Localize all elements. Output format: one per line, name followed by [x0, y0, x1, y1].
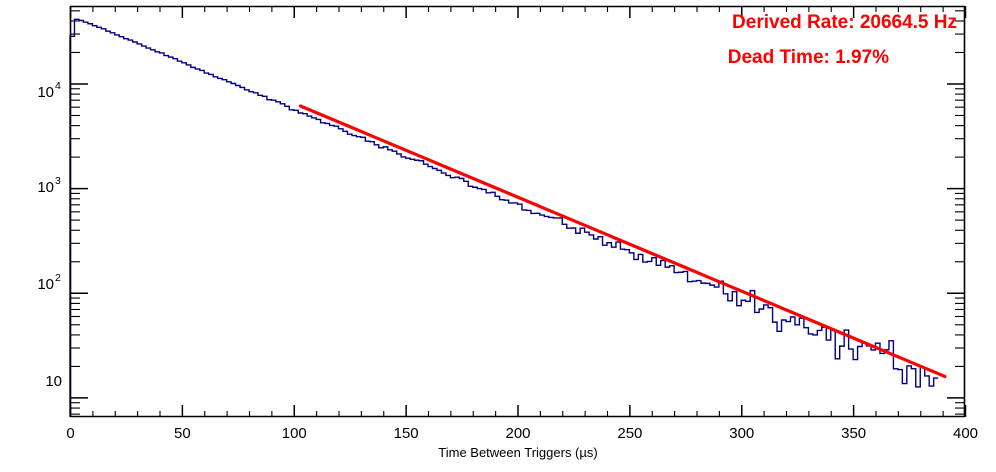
x-tick-label-300: 300 — [729, 425, 754, 442]
y-tick-label-10000-exponent: 4 — [55, 80, 61, 92]
histogram-series — [69, 18, 939, 417]
plot-frame — [69, 5, 966, 418]
exponential-fit-line — [298, 104, 947, 379]
x-tick-label-100: 100 — [282, 425, 307, 442]
x-tick-label-200: 200 — [505, 425, 530, 442]
x-axis-title: Time Between Triggers (µs) — [438, 445, 597, 460]
x-axis-tick-labels: 0 50 100 150 200 250 300 350 400 — [66, 425, 978, 442]
x-tick-label-0: 0 — [66, 425, 74, 442]
y-axis-major-ticks — [70, 83, 965, 399]
derived-rate-annotation: Derived Rate: 20664.5 Hz — [732, 12, 957, 33]
y-tick-label-100: 10 — [37, 276, 54, 293]
x-tick-label-50: 50 — [174, 425, 191, 442]
x-tick-label-350: 350 — [841, 425, 866, 442]
y-tick-label-1000: 10 — [37, 179, 54, 196]
x-tick-label-150: 150 — [394, 425, 419, 442]
y-axis-tick-labels: 10 10 2 10 3 10 4 — [37, 80, 62, 390]
y-tick-label-1000-exponent: 3 — [55, 175, 61, 187]
dead-time-annotation: Dead Time: 1.97% — [728, 47, 889, 68]
x-tick-label-250: 250 — [617, 425, 642, 442]
y-axis-minor-ticks — [70, 10, 965, 415]
x-tick-label-400: 400 — [953, 425, 978, 442]
y-tick-label-10000: 10 — [37, 84, 54, 101]
y-tick-label-10: 10 — [45, 373, 62, 390]
y-tick-label-100-exponent: 2 — [55, 272, 61, 284]
